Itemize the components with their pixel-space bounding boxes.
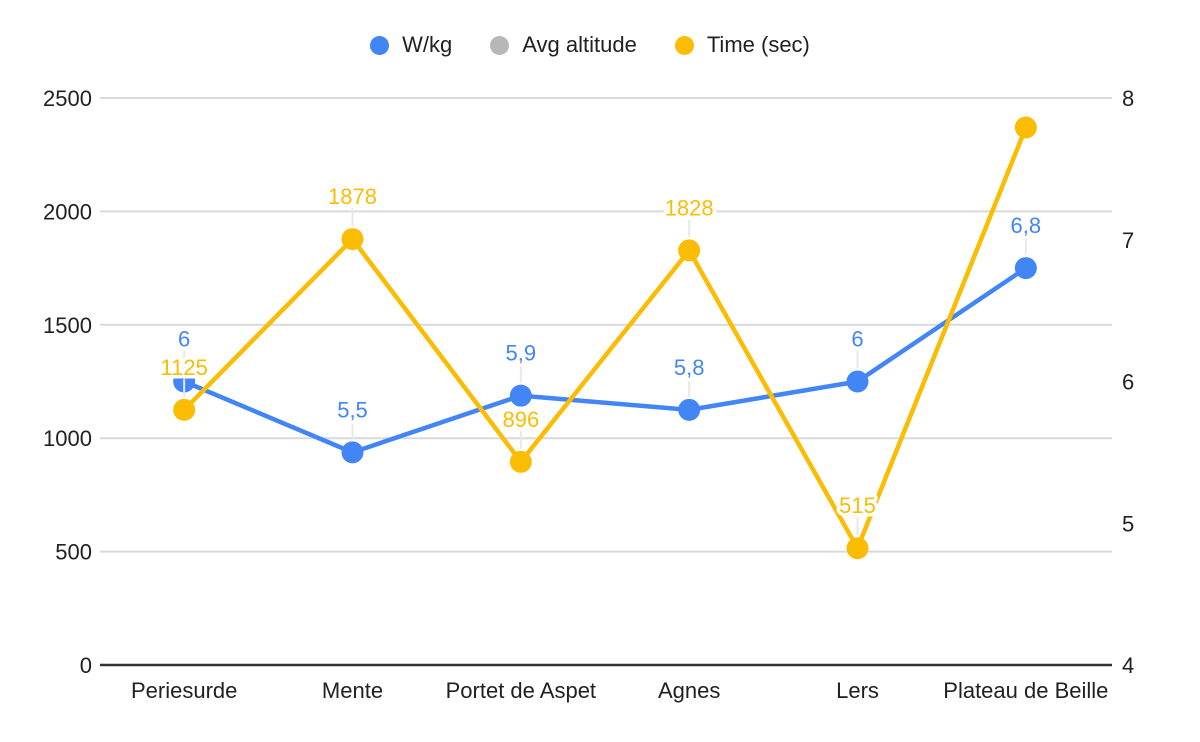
wkg-legend-dot-icon — [370, 35, 390, 55]
x-axis-label: Plateau de Beille — [943, 678, 1108, 703]
data-point[interactable] — [509, 384, 532, 407]
data-point[interactable] — [1014, 257, 1037, 280]
time-sec-legend-dot-icon — [674, 35, 694, 55]
left-axis-tick-label: 0 — [80, 653, 92, 678]
data-point-label: 5,8 — [674, 355, 705, 380]
left-axis-tick-label: 1500 — [43, 313, 92, 338]
legend-label-wkg: W/kg — [402, 32, 453, 57]
right-axis-tick-label: 5 — [1122, 511, 1134, 536]
left-axis-tick-label: 500 — [55, 540, 92, 565]
data-point[interactable] — [846, 537, 869, 560]
data-point[interactable] — [341, 228, 364, 251]
x-axis-label: Agnes — [658, 678, 720, 703]
series-line-time-sec- — [181, 125, 1029, 551]
data-point[interactable] — [678, 239, 701, 262]
data-point[interactable] — [678, 398, 701, 421]
left-axis-tick-label: 2500 — [43, 86, 92, 111]
data-point-label: 5,5 — [337, 397, 368, 422]
right-axis-tick-label: 7 — [1122, 228, 1134, 253]
data-point[interactable] — [846, 370, 869, 393]
right-axis-tick-label: 4 — [1122, 653, 1134, 678]
data-point-label: 6 — [851, 327, 863, 352]
x-axis-label: Periesurde — [131, 678, 237, 703]
legend-label-avg-altitude: Avg altitude — [522, 32, 637, 57]
data-point-label: 1125 — [161, 355, 208, 380]
data-point[interactable] — [509, 450, 532, 473]
legend-label-time-sec: Time (sec) — [706, 32, 810, 57]
data-point-label: 1878 — [328, 184, 377, 209]
data-point-label: 515 — [839, 493, 876, 518]
legend-item-avg-altitude[interactable]: Avg altitude — [490, 34, 637, 56]
right-axis-tick-label: 8 — [1122, 86, 1134, 111]
right-axis-tick-label: 6 — [1122, 370, 1134, 395]
left-axis-tick-label: 2000 — [43, 199, 92, 224]
chart-legend: W/kg Avg altitude Time (sec) — [0, 34, 1180, 56]
data-point-label: 1828 — [665, 195, 714, 220]
data-point-label: 6 — [178, 327, 190, 352]
avg-altitude-legend-dot-icon — [490, 35, 510, 55]
data-point[interactable] — [341, 441, 364, 464]
series-line-w-kg — [181, 265, 1029, 455]
legend-item-time-sec[interactable]: Time (sec) — [674, 32, 810, 57]
data-point[interactable] — [173, 398, 196, 421]
x-axis-label: Lers — [836, 678, 879, 703]
left-axis-tick-label: 1000 — [43, 426, 92, 451]
x-axis-label: Portet de Aspet — [446, 678, 596, 703]
data-point[interactable] — [1014, 116, 1037, 139]
data-point-label: 6,8 — [1011, 213, 1042, 238]
x-axis-label: Mente — [322, 678, 383, 703]
legend-item-wkg[interactable]: W/kg — [370, 34, 452, 56]
data-point-label: 896 — [502, 407, 539, 432]
data-point-label: 5,9 — [506, 341, 537, 366]
